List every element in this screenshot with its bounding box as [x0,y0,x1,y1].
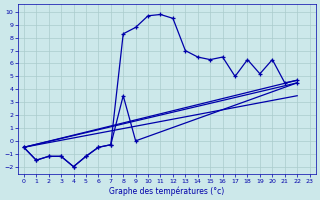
X-axis label: Graphe des températures (°c): Graphe des températures (°c) [109,186,224,196]
